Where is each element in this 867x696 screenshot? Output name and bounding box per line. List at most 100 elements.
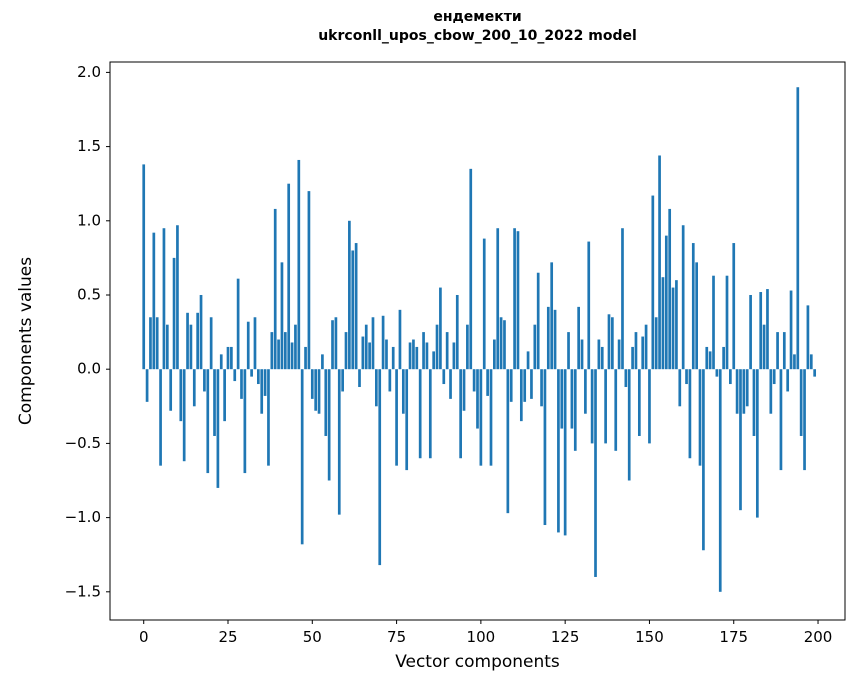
- bar: [189, 324, 193, 370]
- bar: [611, 317, 614, 370]
- bar: [341, 369, 344, 392]
- bar: [307, 191, 311, 370]
- bar: [273, 208, 277, 370]
- bar: [250, 369, 253, 377]
- y-tick-label: 2.0: [77, 63, 101, 81]
- bar: [604, 369, 607, 444]
- bar: [476, 369, 479, 429]
- bar: [631, 346, 634, 370]
- bar: [607, 314, 611, 370]
- bar: [496, 228, 500, 370]
- bar: [799, 369, 803, 436]
- bar: [378, 369, 382, 566]
- bar: [624, 369, 628, 388]
- bar: [735, 369, 739, 414]
- bar: [327, 369, 331, 481]
- bar: [230, 346, 233, 370]
- bar: [280, 262, 284, 370]
- bar: [617, 339, 621, 370]
- bar: [304, 346, 307, 370]
- bar: [479, 369, 483, 466]
- bar: [489, 369, 493, 466]
- bar: [283, 332, 287, 370]
- bar: [526, 351, 530, 370]
- bar: [806, 305, 810, 370]
- bar: [543, 369, 547, 526]
- bar: [796, 87, 800, 370]
- bar: [206, 369, 210, 474]
- bar: [472, 369, 476, 392]
- x-tick-label: 200: [804, 628, 833, 646]
- x-tick-label: 100: [467, 628, 496, 646]
- bar: [493, 339, 496, 370]
- bar: [698, 369, 702, 466]
- bar: [337, 369, 341, 515]
- bar: [567, 332, 570, 370]
- bar: [455, 294, 459, 370]
- bar: [449, 369, 452, 399]
- bar: [432, 351, 436, 370]
- bar: [375, 369, 378, 407]
- bar: [412, 339, 415, 370]
- bar: [762, 324, 766, 370]
- bar: [729, 369, 732, 385]
- bar: [627, 369, 631, 481]
- bar: [671, 287, 675, 370]
- x-tick-label: 150: [635, 628, 664, 646]
- bar: [152, 232, 156, 370]
- bar: [560, 369, 564, 429]
- x-tick-label: 0: [139, 628, 149, 646]
- bar: [186, 312, 189, 370]
- y-tick-label: 1.5: [77, 137, 101, 155]
- bar: [752, 369, 756, 436]
- bar: [334, 317, 338, 370]
- bar: [415, 346, 419, 370]
- bar: [533, 324, 537, 370]
- bar: [506, 369, 510, 514]
- y-tick-label: 0.0: [77, 360, 101, 378]
- bar: [621, 228, 624, 370]
- bar: [226, 346, 230, 370]
- bar: [577, 306, 580, 370]
- bar: [331, 320, 334, 370]
- bar: [793, 354, 796, 370]
- bar: [732, 243, 736, 370]
- bar: [573, 369, 577, 451]
- bar: [381, 315, 385, 370]
- bar: [678, 369, 682, 407]
- x-tick-label: 125: [551, 628, 580, 646]
- bar: [712, 275, 715, 370]
- bar: [422, 332, 425, 370]
- bar: [418, 369, 422, 459]
- bar: [233, 369, 237, 382]
- bar: [509, 369, 513, 402]
- bar: [691, 243, 695, 370]
- bar: [236, 278, 240, 370]
- bar: [466, 324, 469, 370]
- bar: [536, 272, 540, 370]
- bar: [439, 287, 442, 370]
- bar: [354, 243, 358, 370]
- bar: [813, 369, 817, 377]
- bar: [260, 369, 264, 414]
- bar: [739, 369, 742, 511]
- x-tick-label: 50: [303, 628, 322, 646]
- bar: [550, 262, 554, 370]
- bar: [358, 369, 361, 388]
- bar: [179, 369, 183, 422]
- bar: [769, 369, 773, 414]
- bar: [513, 228, 516, 370]
- bar: [614, 369, 618, 451]
- bar: [165, 324, 169, 370]
- bar: [688, 369, 692, 459]
- bar: [759, 292, 763, 370]
- bar: [658, 155, 661, 370]
- bar: [199, 294, 203, 370]
- bar: [145, 369, 149, 402]
- bar: [395, 369, 398, 466]
- bar: [634, 332, 638, 370]
- bar: [722, 346, 725, 370]
- bar: [405, 369, 409, 471]
